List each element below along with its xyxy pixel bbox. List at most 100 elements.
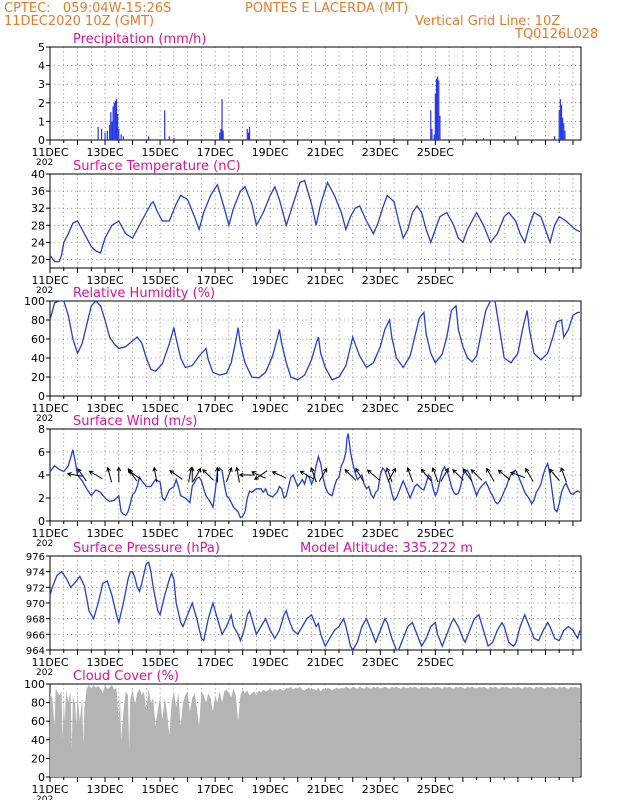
year-fragment: 202 bbox=[36, 668, 53, 678]
wind-vector bbox=[440, 468, 449, 482]
x-tick-label: 25DEC bbox=[417, 402, 454, 415]
wind-vector-head bbox=[406, 466, 411, 472]
y-tick-label: 976 bbox=[26, 552, 45, 563]
x-tick-label: 21DEC bbox=[307, 783, 344, 796]
x-tick-label: 11DEC bbox=[31, 783, 68, 796]
wind-vector-head bbox=[525, 467, 530, 473]
x-tick-label: 25DEC bbox=[417, 783, 454, 796]
panel-title: Cloud Cover (%) bbox=[73, 669, 179, 684]
precip-bar bbox=[433, 134, 435, 140]
precip-bar bbox=[431, 128, 433, 140]
wind-vector bbox=[432, 467, 439, 483]
wind-vector bbox=[470, 469, 483, 481]
precip-bar bbox=[122, 136, 124, 140]
wind-vector-head bbox=[355, 467, 360, 473]
panel-frame bbox=[49, 46, 582, 141]
wind-vector-head bbox=[215, 466, 220, 472]
x-tick-label: 23DEC bbox=[362, 783, 399, 796]
precip-bar bbox=[110, 112, 112, 140]
y-tick-label: 2 bbox=[38, 492, 45, 505]
precip-bar bbox=[168, 136, 170, 140]
y-tick-label: 970 bbox=[26, 599, 45, 610]
wind-vector-head bbox=[497, 469, 503, 475]
y-tick-label: 6 bbox=[38, 446, 45, 459]
wind-vector-head bbox=[254, 475, 259, 480]
x-tick-label: 15DEC bbox=[142, 783, 179, 796]
wind-vector-head bbox=[549, 468, 554, 474]
wind-vector bbox=[510, 471, 526, 479]
wind-vector-head bbox=[509, 471, 515, 476]
precip-bar bbox=[435, 78, 438, 140]
wind-vector bbox=[386, 467, 393, 483]
y-tick-label: 0 bbox=[38, 390, 45, 403]
x-tick-label: 13DEC bbox=[86, 274, 123, 287]
wind-vector-head bbox=[344, 468, 350, 474]
y-tick-label: 8 bbox=[38, 423, 45, 436]
x-tick-label: 19DEC bbox=[252, 402, 289, 415]
series-line bbox=[49, 561, 581, 652]
y-tick-label: 4 bbox=[38, 469, 45, 482]
precip-bar bbox=[106, 130, 108, 140]
wind-vector-head bbox=[444, 467, 449, 473]
y-tick-label: 24 bbox=[31, 236, 45, 249]
x-tick-label: 19DEC bbox=[252, 274, 289, 287]
y-tick-label: 40 bbox=[31, 352, 45, 365]
series-line bbox=[49, 433, 581, 519]
x-tick-label: 15DEC bbox=[142, 527, 179, 540]
y-tick-label: 1 bbox=[38, 115, 45, 128]
wind-vector bbox=[89, 470, 103, 480]
precip-bar bbox=[434, 93, 436, 140]
y-tick-label: 974 bbox=[26, 568, 45, 579]
wind-vector-head bbox=[470, 468, 476, 474]
x-tick-label: 19DEC bbox=[252, 656, 289, 669]
series-line bbox=[49, 179, 581, 263]
precip-bar bbox=[115, 99, 118, 140]
x-tick-label: 23DEC bbox=[362, 656, 399, 669]
precip-bar bbox=[164, 110, 166, 140]
x-tick-label: 13DEC bbox=[86, 783, 123, 796]
wind-vector-head bbox=[152, 466, 158, 472]
x-tick-label: 21DEC bbox=[307, 146, 344, 159]
wind-vector bbox=[549, 468, 560, 482]
y-tick-label: 100 bbox=[24, 295, 45, 308]
y-tick-label: 20 bbox=[31, 752, 45, 765]
y-tick-label: 100 bbox=[24, 678, 45, 691]
y-tick-label: 60 bbox=[31, 333, 45, 346]
y-tick-label: 36 bbox=[31, 185, 45, 198]
y-tick-label: 40 bbox=[31, 734, 45, 747]
wind-vector-head bbox=[431, 466, 437, 472]
x-tick-label: 11DEC bbox=[31, 146, 68, 159]
wind-vector-head bbox=[127, 470, 133, 475]
wind-vector-head bbox=[323, 467, 328, 473]
wind-vector bbox=[67, 473, 83, 477]
precip-bar bbox=[117, 113, 119, 140]
wind-vector-head bbox=[560, 466, 565, 472]
wind-vector-head bbox=[250, 471, 256, 476]
wind-vector bbox=[225, 467, 232, 483]
y-tick-label: 968 bbox=[26, 615, 45, 626]
precip-bar bbox=[109, 125, 111, 140]
x-tick-label: 21DEC bbox=[307, 402, 344, 415]
x-tick-label: 25DEC bbox=[417, 274, 454, 287]
cloud-cover-area bbox=[50, 684, 580, 777]
panel-title: Precipitation (mm/h) bbox=[73, 32, 206, 47]
precip-bar bbox=[430, 110, 432, 140]
y-tick-label: 60 bbox=[31, 715, 45, 728]
x-tick-label: 21DEC bbox=[307, 527, 344, 540]
y-tick-label: 0 bbox=[38, 134, 45, 147]
x-tick-label: 11DEC bbox=[31, 274, 68, 287]
header-line2-right: Vertical Grid Line: 10Z bbox=[415, 14, 561, 29]
precip-bar bbox=[438, 80, 440, 140]
y-tick-label: 972 bbox=[26, 583, 45, 594]
precip-bar bbox=[101, 128, 103, 140]
panel-3 bbox=[46, 428, 582, 526]
wind-vector bbox=[254, 470, 268, 480]
y-tick-label: 966 bbox=[26, 630, 45, 641]
x-tick-label: 15DEC bbox=[142, 146, 179, 159]
wind-vector-head bbox=[202, 468, 207, 474]
header-line1-left: CPTEC: 059:04W-15:26S bbox=[4, 1, 172, 16]
y-tick-label: 40 bbox=[31, 168, 45, 181]
precip-bar bbox=[564, 130, 566, 140]
precip-bar bbox=[464, 138, 466, 140]
wind-vector-head bbox=[196, 467, 202, 473]
